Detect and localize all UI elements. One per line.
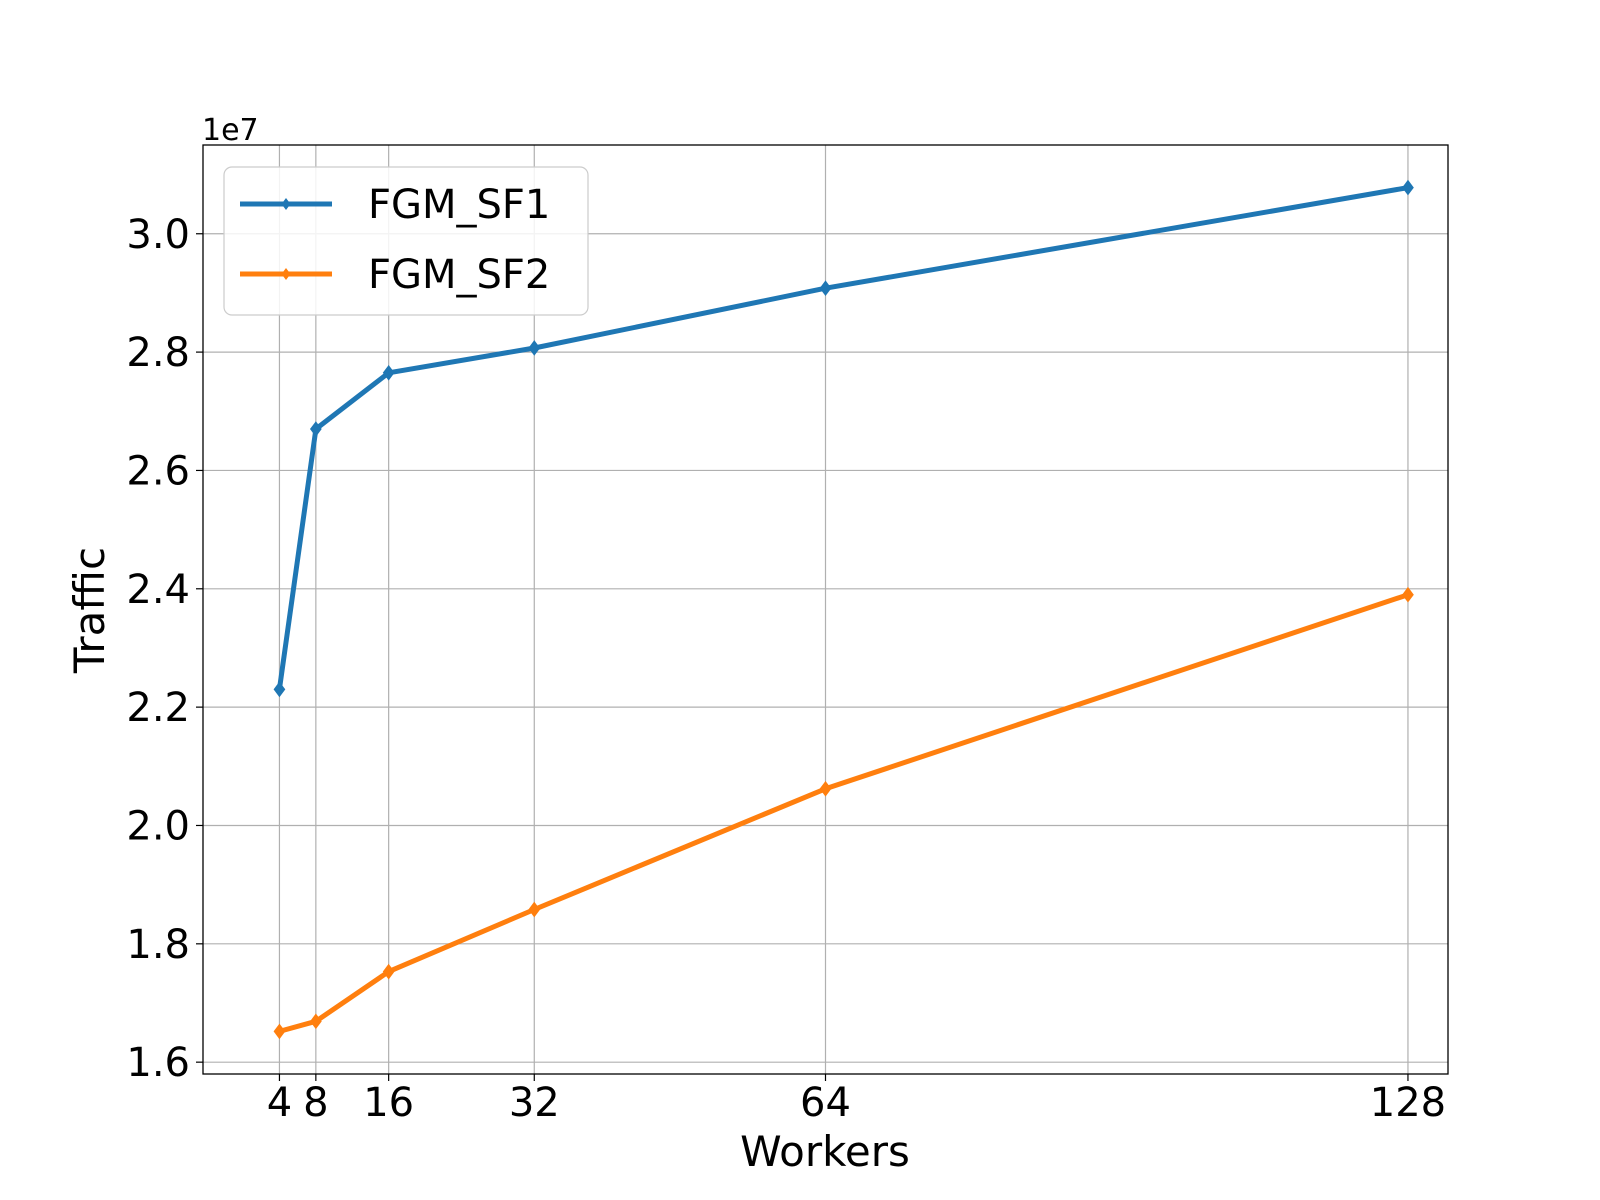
- data-point: [1402, 586, 1414, 603]
- x-axis-ticks: 4 8 16 32 64 128: [267, 1074, 1446, 1126]
- data-point: [819, 780, 832, 797]
- data-point: [382, 364, 395, 381]
- data-point: [819, 280, 832, 297]
- grid: [203, 145, 1448, 1074]
- x-tick-label: 64: [800, 1080, 851, 1126]
- series-fgm-sf2: [273, 586, 1414, 1040]
- y-tick-label: 2.8: [126, 330, 190, 376]
- series-layer: [273, 179, 1414, 1040]
- data-point: [1402, 179, 1414, 196]
- y-axis-ticks: 1.6 1.8 2.0 2.2 2.4 2.6 2.8 3.0: [126, 212, 203, 1086]
- data-point: [528, 901, 541, 918]
- x-tick-label: 4: [267, 1080, 292, 1126]
- y-tick-label: 1.6: [126, 1040, 190, 1086]
- y-tick-label: 2.6: [126, 448, 190, 494]
- y-axis-offset-label: 1e7: [202, 113, 259, 148]
- series-line-fgm-sf1: [276, 185, 1411, 692]
- data-point: [382, 963, 395, 980]
- legend-marker: [281, 198, 291, 210]
- y-axis-label: Traffic: [65, 547, 114, 674]
- legend-marker: [281, 268, 291, 280]
- x-tick-label: 128: [1370, 1080, 1446, 1126]
- data-point: [273, 681, 286, 698]
- y-tick-label: 2.2: [126, 685, 190, 731]
- data-point: [309, 1013, 322, 1030]
- data-point: [273, 1023, 286, 1040]
- legend-label: FGM_SF1: [368, 182, 550, 228]
- legend-label: FGM_SF2: [368, 252, 550, 298]
- x-tick-label: 8: [303, 1080, 328, 1126]
- x-tick-label: 16: [363, 1080, 414, 1126]
- series-line-fgm-sf2: [276, 592, 1411, 1034]
- y-tick-label: 1.8: [126, 922, 190, 968]
- y-tick-label: 2.4: [126, 567, 190, 613]
- series-fgm-sf1: [273, 179, 1414, 698]
- legend: FGM_SF1 FGM_SF2: [223, 166, 589, 316]
- y-tick-label: 2.0: [126, 803, 190, 849]
- legend-item: FGM_SF2: [240, 252, 550, 298]
- data-point: [309, 421, 322, 437]
- x-tick-label: 32: [509, 1080, 560, 1126]
- data-point: [528, 340, 541, 356]
- legend-item: FGM_SF1: [240, 182, 550, 228]
- y-tick-label: 3.0: [126, 212, 190, 258]
- x-axis-label: Workers: [740, 1127, 910, 1176]
